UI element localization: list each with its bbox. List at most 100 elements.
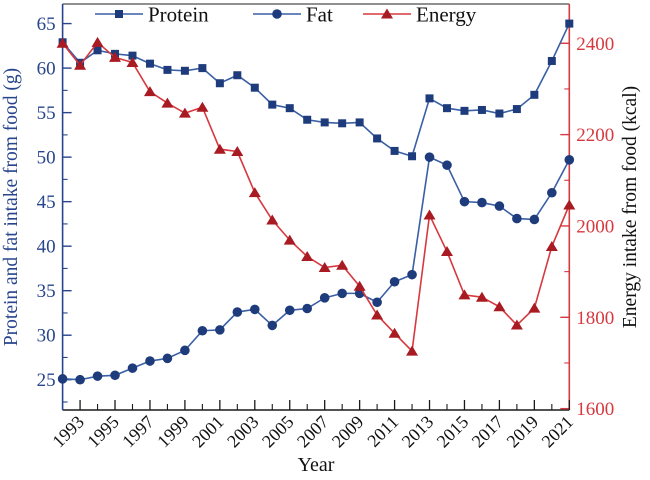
svg-text:2007: 2007 — [293, 412, 333, 452]
svg-text:65: 65 — [37, 14, 56, 35]
circle-marker — [389, 276, 400, 287]
svg-text:2200: 2200 — [576, 125, 614, 146]
x-axis-title: Year — [298, 454, 335, 476]
circle-marker — [564, 155, 575, 165]
square-marker — [303, 115, 312, 124]
triangle-marker — [406, 345, 419, 356]
legend: Protein Fat Energy — [95, 3, 477, 27]
circle-marker — [477, 197, 487, 208]
svg-text:55: 55 — [37, 103, 56, 124]
svg-text:Energy intake from food (kcal): Energy intake from food (kcal) — [620, 86, 641, 328]
square-marker — [115, 10, 123, 18]
triangle-marker — [213, 143, 226, 154]
triangle-marker — [510, 319, 523, 330]
circle-marker — [215, 325, 225, 335]
circle-marker — [272, 9, 282, 19]
square-marker — [512, 105, 521, 114]
circle-marker — [459, 196, 470, 207]
legend-item-protein: Protein — [95, 3, 209, 27]
svg-text:2015: 2015 — [433, 412, 473, 452]
triangle-marker — [178, 107, 191, 118]
square-marker — [425, 94, 434, 103]
svg-text:2000: 2000 — [576, 216, 614, 237]
circle-marker — [57, 374, 68, 384]
svg-text:2017: 2017 — [468, 412, 508, 452]
triangle-marker — [248, 187, 261, 198]
legend-label: Energy — [416, 3, 477, 27]
triangle-marker — [161, 97, 174, 108]
circle-marker — [267, 320, 278, 331]
square-marker — [495, 109, 504, 118]
circle-marker — [232, 307, 243, 317]
svg-text:50: 50 — [37, 148, 56, 169]
square-marker — [530, 90, 539, 99]
series-fat — [57, 152, 575, 385]
legend-item-fat: Fat — [253, 3, 333, 27]
triangle-marker — [301, 251, 314, 262]
square-marker — [320, 118, 329, 127]
legend-item-energy: Energy — [363, 3, 477, 27]
svg-text:2005: 2005 — [258, 412, 298, 452]
circle-marker — [319, 293, 330, 303]
circle-marker — [372, 297, 382, 308]
triangle-marker — [318, 262, 331, 273]
square-marker — [93, 46, 102, 55]
triangle-marker — [56, 37, 69, 48]
circle-marker — [284, 305, 295, 316]
circle-marker — [180, 345, 190, 356]
triangle-marker — [91, 36, 104, 47]
circle-marker — [424, 152, 435, 162]
square-marker — [250, 83, 259, 92]
svg-text:2009: 2009 — [328, 412, 368, 452]
triangle-marker — [126, 56, 139, 67]
circle-marker — [512, 213, 522, 224]
triangle-marker — [336, 259, 349, 270]
square-marker — [268, 100, 277, 109]
svg-text:Year: Year — [298, 454, 335, 476]
svg-text:1993: 1993 — [48, 412, 88, 452]
circle-marker — [127, 363, 138, 373]
svg-text:Protein and fat intake from fo: Protein and fat intake from food (g) — [1, 68, 22, 346]
square-marker — [128, 51, 137, 60]
triangle-marker — [231, 146, 244, 157]
square-marker — [390, 146, 399, 155]
triangle-marker — [371, 309, 384, 320]
square-marker — [408, 152, 417, 161]
triangle-marker — [196, 101, 209, 112]
circle-marker — [197, 325, 208, 336]
square-marker — [565, 19, 574, 28]
svg-text:40: 40 — [37, 237, 56, 258]
circle-marker — [92, 371, 103, 381]
square-marker — [460, 106, 469, 115]
triangle-marker — [440, 246, 453, 257]
svg-text:2011: 2011 — [363, 412, 402, 451]
svg-text:2400: 2400 — [576, 34, 614, 55]
svg-text:35: 35 — [37, 281, 56, 302]
svg-text:60: 60 — [37, 59, 56, 80]
svg-text:45: 45 — [37, 192, 56, 213]
square-marker — [285, 104, 294, 113]
triangle-marker — [475, 291, 488, 302]
triangle-marker — [109, 51, 122, 62]
triangle-marker — [283, 234, 296, 245]
circle-marker — [337, 288, 347, 299]
svg-text:2021: 2021 — [538, 412, 578, 452]
square-marker — [373, 134, 382, 143]
square-marker — [233, 71, 242, 80]
triangle-marker — [74, 59, 87, 70]
circle-marker — [547, 187, 557, 198]
svg-text:2019: 2019 — [503, 412, 543, 452]
triangle-marker — [545, 241, 558, 252]
square-marker — [338, 119, 347, 128]
legend-label: Protein — [148, 3, 209, 27]
triangle-marker — [423, 209, 436, 220]
square-marker — [215, 79, 224, 88]
square-marker — [163, 65, 172, 74]
series-protein — [58, 19, 574, 161]
svg-text:1997: 1997 — [118, 412, 158, 452]
square-marker — [547, 56, 556, 65]
svg-text:1800: 1800 — [576, 308, 614, 329]
triangle-marker — [143, 86, 156, 97]
